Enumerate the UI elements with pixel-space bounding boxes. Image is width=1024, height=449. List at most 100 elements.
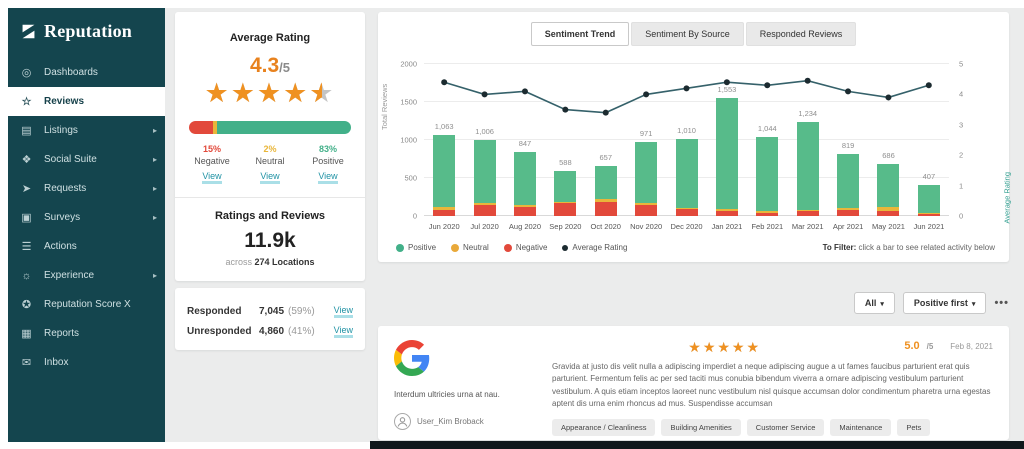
bar-segment-positive <box>756 136 779 212</box>
review-tag-appearance-cleanliness[interactable]: Appearance / Cleanliness <box>552 418 656 436</box>
sentiment-breakdown: 15% Negative View 2% Neutral View 83% Positive V… <box>175 144 365 184</box>
sentiment-label: Negative <box>194 156 230 166</box>
bar-total-label: 971 <box>639 129 653 139</box>
legend-item-average-rating[interactable]: Average Rating <box>562 243 627 252</box>
y-tick-right: 2 <box>959 150 964 160</box>
bar-jan-2021[interactable]: 1,553 <box>707 64 747 216</box>
y-tick-right: 1 <box>959 181 964 191</box>
legend-item-positive[interactable]: Positive <box>396 243 436 252</box>
bar-stack <box>433 135 456 216</box>
sentiment-label: Positive <box>312 156 344 166</box>
sidebar-item-social-suite[interactable]: ❖ Social Suite ▸ <box>8 145 165 174</box>
sort-order-dropdown[interactable]: Positive first ▾ <box>902 292 987 314</box>
bar-segment-positive <box>473 139 496 204</box>
bar-total-label: 1,553 <box>717 84 737 94</box>
sentiment-chart-card: Sentiment Trend Sentiment By Source Respon… <box>378 12 1012 262</box>
responded-row: Responded 7,045 (59%) View <box>187 305 353 318</box>
bar-oct-2020[interactable]: 657 <box>586 64 626 216</box>
tab-sentiment-trend[interactable]: Sentiment Trend <box>530 22 630 46</box>
sidebar-item-label: Dashboards <box>44 67 98 78</box>
locations-count: 274 Locations <box>254 257 315 267</box>
bar-dec-2020[interactable]: 1,010 <box>666 64 706 216</box>
bar-segment-negative <box>594 201 617 216</box>
chart-legend: Positive Neutral Negative Average Rating <box>396 243 627 252</box>
sidebar-item-experience[interactable]: ☼ Experience ▸ <box>8 261 165 290</box>
bar-nov-2020[interactable]: 971 <box>626 64 666 216</box>
sidebar-item-label: Requests <box>44 183 87 194</box>
bar-segment-positive <box>837 153 860 209</box>
legend-dot-icon <box>451 243 460 252</box>
tab-responded-reviews[interactable]: Responded Reviews <box>745 22 857 46</box>
sentiment-view-link-neutral[interactable]: View <box>260 171 280 184</box>
tab-sentiment-by-source[interactable]: Sentiment By Source <box>631 22 744 46</box>
bar-total-label: 847 <box>518 138 532 148</box>
review-location[interactable]: Interdum ultricies urna at nau. <box>394 390 500 399</box>
social-icon: ❖ <box>21 154 32 166</box>
average-rating-card: Average Rating 4.3/5 ★★★★★★★★★★ 15% Negat… <box>175 12 365 281</box>
responded-card: Responded 7,045 (59%) View Unresponded 4… <box>175 288 365 350</box>
legend-item-negative[interactable]: Negative <box>503 243 548 252</box>
sidebar-item-label: Inbox <box>44 357 69 368</box>
sidebar-item-surveys[interactable]: ▣ Surveys ▸ <box>8 203 165 232</box>
review-score: 5.0 <box>904 340 920 352</box>
average-rating-title: Average Rating <box>229 32 311 44</box>
bar-mar-2021[interactable]: 1,234 <box>788 64 828 216</box>
bar-stack <box>917 185 940 216</box>
sentiment-view-link-negative[interactable]: View <box>202 171 222 184</box>
unresponded-label: Unresponded <box>187 326 252 337</box>
gridline <box>424 63 949 64</box>
x-tick-label: May 2021 <box>872 222 905 231</box>
sidebar-item-reviews[interactable]: ☆ Reviews <box>8 87 165 116</box>
bar-segment-positive <box>877 163 900 208</box>
sidebar-nav: ◎ Dashboards ☆ Reviews ▤ Listings ▸ ❖ Social Sui… <box>8 58 165 377</box>
sidebar-item-actions[interactable]: ☰ Actions <box>8 232 165 261</box>
chart-bars: 1,063 1,006 847 588 657 971 1,010 1,553 1,044 1,2… <box>424 64 949 216</box>
legend-label: Negative <box>515 243 548 252</box>
bar-may-2021[interactable]: 686 <box>868 64 908 216</box>
dashboards-icon: ◎ <box>21 67 32 79</box>
responded-view-link[interactable]: View <box>333 305 353 318</box>
chevron-right-icon: ▸ <box>152 184 157 193</box>
responded-percent: (59%) <box>288 306 315 317</box>
bar-total-label: 657 <box>599 153 613 163</box>
reputation-logo[interactable]: Reputation <box>8 8 165 58</box>
legend-item-neutral[interactable]: Neutral <box>451 243 489 252</box>
bar-apr-2021[interactable]: 819 <box>828 64 868 216</box>
sidebar-item-requests[interactable]: ➤ Requests ▸ <box>8 174 165 203</box>
sidebar-item-reports[interactable]: ▦ Reports <box>8 319 165 348</box>
x-tick-label: Oct 2020 <box>590 222 621 231</box>
sidebar-item-dashboards[interactable]: ◎ Dashboards <box>8 58 165 87</box>
bar-segment-neutral <box>675 207 698 210</box>
review-tag-building-amenities[interactable]: Building Amenities <box>661 418 741 436</box>
sidebar-item-listings[interactable]: ▤ Listings ▸ <box>8 116 165 145</box>
filter-all-dropdown[interactable]: All ▾ <box>853 292 895 314</box>
requests-icon: ➤ <box>21 183 32 195</box>
unresponded-view-link[interactable]: View <box>333 325 353 338</box>
bar-jun-2020[interactable]: 1,063 <box>424 64 464 216</box>
bar-aug-2020[interactable]: 847 <box>505 64 545 216</box>
y-axis-label-left: Total Reviews <box>380 83 389 130</box>
score-icon: ✪ <box>21 299 32 311</box>
chevron-right-icon: ▸ <box>152 213 157 222</box>
x-tick-label: Jun 2020 <box>428 222 460 231</box>
sidebar-item-inbox[interactable]: ✉ Inbox <box>8 348 165 377</box>
sidebar-item-reputation-score-x[interactable]: ✪ Reputation Score X <box>8 290 165 319</box>
x-tick-label: Mar 2021 <box>791 222 824 231</box>
locations-prefix: across <box>225 257 252 267</box>
sentiment-col-neutral: 2% Neutral View <box>241 144 299 184</box>
sentiment-view-link-positive[interactable]: View <box>318 171 338 184</box>
more-options-icon[interactable]: ••• <box>994 297 1009 309</box>
bar-total-label: 686 <box>882 150 895 160</box>
bar-feb-2021[interactable]: 1,044 <box>747 64 787 216</box>
review-tag-customer-service[interactable]: Customer Service <box>746 418 825 436</box>
bar-segment-negative <box>796 211 819 216</box>
review-tag-pets[interactable]: Pets <box>897 418 931 436</box>
bar-segment-positive <box>917 185 940 214</box>
bar-jul-2020[interactable]: 1,006 <box>464 64 504 216</box>
sentiment-bar-positive <box>216 121 351 134</box>
review-user-name[interactable]: User_Kim Broback <box>417 417 484 426</box>
bar-jun-2021[interactable]: 407 <box>909 64 949 216</box>
sort-order-label: Positive first <box>913 298 968 308</box>
review-tag-maintenance[interactable]: Maintenance <box>830 418 892 436</box>
bar-sep-2020[interactable]: 588 <box>545 64 585 216</box>
